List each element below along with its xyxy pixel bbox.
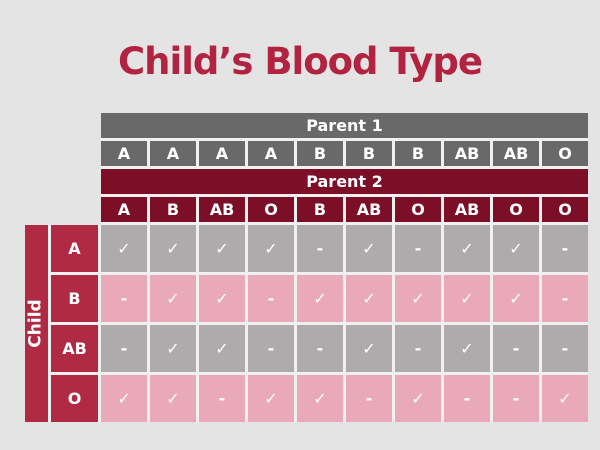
result-cell: - [395,225,441,272]
blood-type-table: Parent 1 A A A A B B B AB AB O Parent 2 A B AB O B AB O AB O… [25,113,588,422]
parent2-col-label: AB [199,197,245,222]
page-title: Child’s Blood Type [118,40,483,83]
result-cell: ✓ [444,225,490,272]
result-cell: ✓ [150,275,196,322]
result-cell: ✓ [297,375,343,422]
result-cell: ✓ [346,325,392,372]
parent2-col-label: B [150,197,196,222]
parent1-col-label: O [542,141,588,166]
result-cell: ✓ [297,275,343,322]
child-group-label: Child [25,225,48,422]
result-cell: - [248,275,294,322]
result-cell: - [101,275,147,322]
result-cell: - [199,375,245,422]
result-cell: ✓ [101,375,147,422]
parent2-col-label: O [395,197,441,222]
result-cell: ✓ [346,225,392,272]
parent1-col-label: AB [493,141,539,166]
result-cell: - [542,325,588,372]
result-cell: ✓ [493,275,539,322]
result-cell: ✓ [395,275,441,322]
child-row-label: B [51,275,98,322]
result-cell: ✓ [493,225,539,272]
result-cell: ✓ [444,325,490,372]
parent2-col-label: B [297,197,343,222]
result-cell: - [346,375,392,422]
result-cell: ✓ [199,325,245,372]
result-cell: - [493,325,539,372]
result-cell: ✓ [199,275,245,322]
parent2-col-label: O [493,197,539,222]
result-cell: ✓ [248,225,294,272]
result-cell: - [444,375,490,422]
result-cell: ✓ [444,275,490,322]
parent1-col-label: B [346,141,392,166]
result-cell: ✓ [248,375,294,422]
result-cell: ✓ [101,225,147,272]
parent1-col-label: B [395,141,441,166]
parent1-col-label: AB [444,141,490,166]
result-cell: - [248,325,294,372]
result-cell: - [395,325,441,372]
child-row-label: AB [51,325,98,372]
result-cell: - [542,275,588,322]
result-cell: - [493,375,539,422]
result-cell: - [297,225,343,272]
parent2-header: Parent 2 [101,169,588,194]
child-group-label-text: Child [26,299,46,348]
result-cell: ✓ [199,225,245,272]
parent2-col-label: O [542,197,588,222]
result-cell: ✓ [150,375,196,422]
parent1-col-label: A [199,141,245,166]
parent1-col-label: A [150,141,196,166]
child-row-label: O [51,375,98,422]
result-cell: ✓ [346,275,392,322]
parent2-col-label: A [101,197,147,222]
result-cell: ✓ [395,375,441,422]
parent2-col-label: AB [444,197,490,222]
parent1-col-label: A [101,141,147,166]
parent1-col-label: B [297,141,343,166]
child-row-label: A [51,225,98,272]
result-cell: ✓ [150,225,196,272]
result-cell: ✓ [542,375,588,422]
parent2-col-label: AB [346,197,392,222]
result-cell: - [297,325,343,372]
result-cell: ✓ [150,325,196,372]
parent1-header: Parent 1 [101,113,588,138]
parent1-col-label: A [248,141,294,166]
result-cell: - [542,225,588,272]
result-cell: - [101,325,147,372]
parent2-col-label: O [248,197,294,222]
